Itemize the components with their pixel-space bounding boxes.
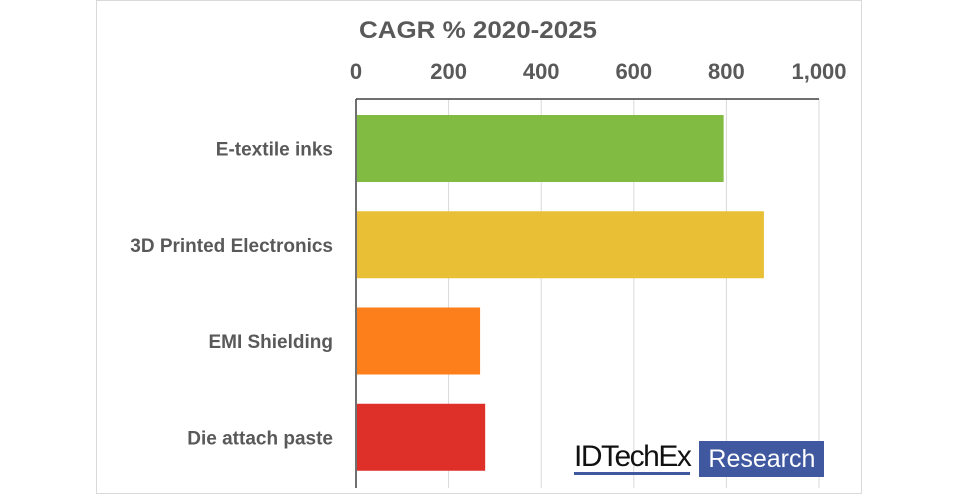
x-tick-label: 400	[523, 59, 560, 84]
x-tick-label: 800	[708, 59, 745, 84]
bar-die-attach-paste	[357, 403, 486, 471]
category-label: Die attach paste	[187, 428, 333, 449]
logo-name: IDTechEx	[574, 439, 692, 475]
x-tick-label: 200	[430, 59, 467, 84]
chart-title: CAGR % 2020-2025	[359, 17, 597, 44]
bar-e-textile-inks	[357, 115, 724, 182]
bar-emi-shielding	[357, 307, 481, 375]
chart-frame	[96, 0, 862, 494]
category-label: E-textile inks	[216, 140, 333, 161]
bar-3d-printed-electronics	[357, 211, 764, 279]
logo-tag: Research	[699, 440, 825, 477]
idtechex-logo: IDTechEx Research	[574, 439, 825, 477]
x-tick-label: 600	[615, 59, 652, 84]
x-tick-label: 1,000	[791, 59, 846, 84]
category-label: 3D Printed Electronics	[130, 236, 333, 257]
category-label: EMI Shielding	[208, 332, 333, 353]
x-tick-label: 0	[350, 59, 362, 84]
